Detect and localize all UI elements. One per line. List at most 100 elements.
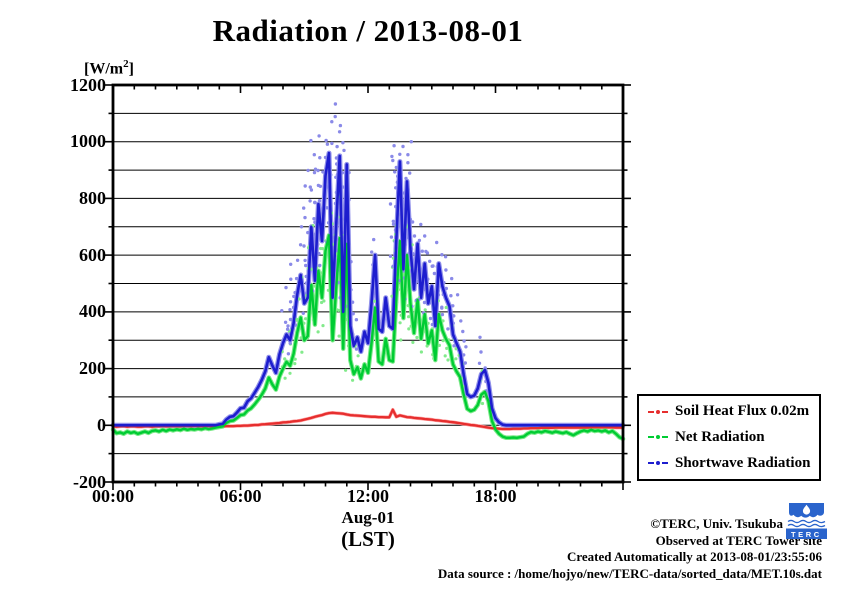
shortwave-scatter-dot <box>302 206 306 210</box>
net-scatter-dot <box>320 300 324 305</box>
y-tick-label: 800 <box>79 187 106 208</box>
net-scatter-dot <box>399 338 403 342</box>
shortwave-scatter-dot <box>440 253 444 257</box>
shortwave-scatter-dot <box>455 293 460 297</box>
net-scatter-dot <box>302 321 306 325</box>
net-scatter-dot <box>283 357 287 361</box>
net-scatter-dot <box>399 313 403 317</box>
net-scatter-dot <box>419 350 423 354</box>
net-scatter-dot <box>297 297 301 301</box>
legend-label: Shortwave Radiation <box>675 454 811 471</box>
net-scatter-dot <box>337 334 341 338</box>
shortwave-scatter-dot <box>394 186 398 190</box>
net-scatter-dot <box>406 304 410 308</box>
legend-label: Net Radiation <box>675 428 765 445</box>
net-scatter-dot <box>443 354 447 358</box>
legend-marker-dash-dot-icon <box>647 435 669 440</box>
y-tick-label: 1000 <box>70 131 106 152</box>
net-scatter-dot <box>304 317 308 321</box>
shortwave-scatter-dot <box>350 300 355 304</box>
shortwave-scatter-dot <box>341 141 345 145</box>
net-scatter-dot <box>288 371 292 375</box>
shortwave-scatter-dot <box>477 361 482 365</box>
x-tick-label: 12:00 <box>347 486 389 506</box>
shortwave-scatter-dot <box>304 274 308 279</box>
shortwave-scatter-dot <box>430 264 434 268</box>
net-scatter-dot <box>411 340 415 344</box>
y-tick-label: 200 <box>79 358 106 379</box>
shortwave-scatter-dot <box>321 170 325 174</box>
shortwave-scatter-dot <box>463 361 467 365</box>
shortwave-scatter-dot <box>446 327 450 331</box>
shortwave-scatter-dot <box>284 285 288 290</box>
shortwave-scatter-dot <box>406 161 410 165</box>
net-scatter-dot <box>300 350 304 354</box>
shortwave-scatter-dot <box>449 294 453 298</box>
net-scatter-dot <box>293 357 297 361</box>
shortwave-scatter-dot <box>301 311 305 315</box>
shortwave-scatter-dot <box>370 250 374 254</box>
shortwave-scatter-dot <box>440 312 445 317</box>
legend-marker-dash-dot-icon <box>647 461 669 466</box>
shortwave-scatter-dot <box>478 335 482 339</box>
net-scatter-dot <box>322 299 326 303</box>
shortwave-scatter-dot <box>354 347 359 351</box>
y-tick-label: 0 <box>97 414 106 435</box>
shortwave-scatter-dot <box>394 165 398 170</box>
net-scatter-dot <box>415 335 419 340</box>
net-scatter-dot <box>445 346 449 350</box>
shortwave-scatter-dot <box>285 327 290 331</box>
shortwave-scatter-dot <box>334 156 339 160</box>
shortwave-scatter-dot <box>335 144 339 149</box>
shortwave-scatter-dot <box>312 170 317 175</box>
net-scatter-dot <box>326 288 330 292</box>
shortwave-scatter-dot <box>288 308 292 312</box>
shortwave-scatter-dot <box>428 316 433 321</box>
shortwave-scatter-dot <box>309 138 313 143</box>
shortwave-scatter-dot <box>317 251 321 256</box>
legend-item-net-radiation: Net Radiation <box>647 429 817 446</box>
shortwave-scatter-dot <box>333 114 337 119</box>
shortwave-scatter-dot <box>388 254 393 258</box>
shortwave-scatter-dot <box>354 318 359 322</box>
net-scatter-dot <box>283 376 287 380</box>
net-scatter-dot <box>398 321 402 325</box>
shortwave-scatter-dot <box>312 153 316 157</box>
shortwave-scatter-dot <box>294 276 299 281</box>
shortwave-scatter-dot <box>341 185 345 189</box>
shortwave-scatter-dot <box>432 271 437 276</box>
shortwave-scatter-dot <box>325 142 330 146</box>
shortwave-scatter-dot <box>444 268 448 272</box>
legend-item-shortwave-radiation: Shortwave Radiation <box>647 455 817 472</box>
shortwave-scatter-dot <box>308 199 312 203</box>
shortwave-scatter-dot <box>337 130 342 134</box>
shortwave-scatter-dot <box>451 304 455 308</box>
net-scatter-dot <box>293 362 297 366</box>
shortwave-scatter-dot <box>316 168 320 173</box>
shortwave-scatter-dot <box>330 141 334 146</box>
shortwave-scatter-dot <box>417 238 422 243</box>
net-scatter-dot <box>407 327 411 331</box>
shortwave-scatter-dot <box>459 319 463 323</box>
logo-text: TERC <box>791 530 822 539</box>
shortwave-scatter-dot <box>391 158 395 163</box>
terc-logo: TERC <box>786 503 827 539</box>
y-tick-label: 600 <box>79 244 106 265</box>
shortwave-scatter-dot <box>388 202 393 206</box>
shortwave-scatter-dot <box>313 200 317 205</box>
net-scatter-dot <box>316 330 320 334</box>
shortwave-scatter-dot <box>298 243 303 247</box>
x-axis-date-label: Aug-01 <box>341 508 395 527</box>
shortwave-scatter-dot <box>303 258 307 263</box>
net-scatter-dot <box>295 318 299 322</box>
shortwave-scatter-dot <box>408 171 412 175</box>
net-scatter-dot <box>312 284 316 288</box>
shortwave-scatter-dot <box>393 170 397 174</box>
shortwave-scatter-dot <box>391 219 395 223</box>
shortwave-scatter-dot <box>303 184 307 188</box>
shortwave-scatter-dot <box>435 240 439 245</box>
legend-box: Soil Heat Flux 0.02m Net Radiation Short… <box>637 394 821 481</box>
shortwave-scatter-dot <box>425 251 430 255</box>
